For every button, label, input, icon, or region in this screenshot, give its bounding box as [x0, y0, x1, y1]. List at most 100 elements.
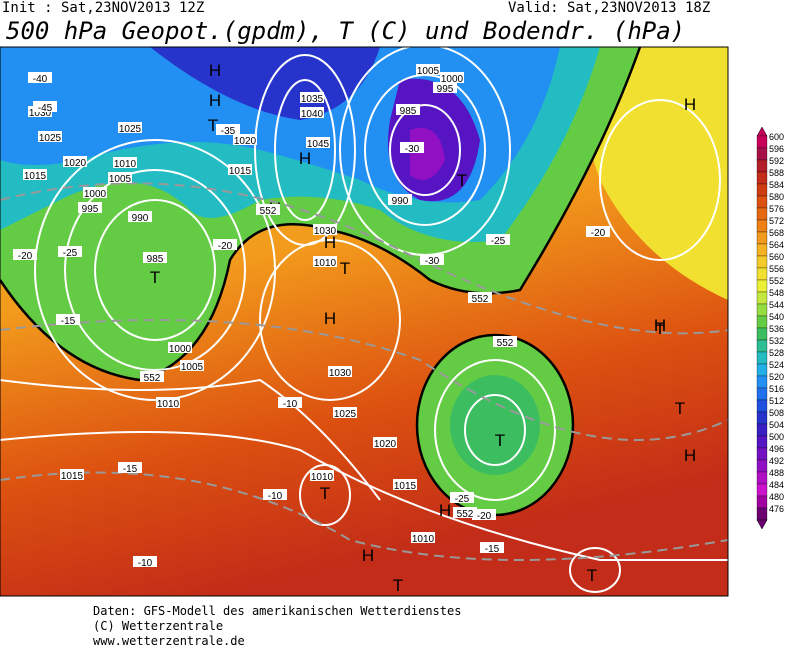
pressure-center: H	[324, 233, 336, 252]
contour-label: 1010	[412, 534, 435, 545]
contour-label: 552	[260, 206, 277, 217]
label-box	[328, 366, 352, 377]
label-box	[233, 134, 257, 145]
init-time: Init : Sat,23NOV2013 12Z	[2, 0, 205, 16]
pressure-center: T	[340, 259, 350, 278]
contour-label: -10	[268, 491, 283, 502]
label-box	[586, 226, 610, 237]
colorbar-label: 508	[769, 408, 784, 418]
contour-label: 1020	[234, 136, 257, 147]
colorbar-swatch	[756, 507, 768, 521]
contour-label: -15	[61, 316, 76, 327]
contour-label: 1010	[311, 472, 334, 483]
contour-label: 1000	[441, 74, 464, 85]
colorbar-label: 512	[769, 396, 784, 406]
colorbar-label: 584	[769, 180, 784, 190]
colorbar-label: 500	[769, 432, 784, 442]
label-box	[480, 542, 504, 553]
contour-label: 1000	[84, 189, 107, 200]
contour-label: -25	[455, 494, 470, 505]
colorbar-label: 588	[769, 168, 784, 178]
colorbar-swatch	[756, 171, 768, 185]
contour-label: 1015	[229, 166, 252, 177]
label-box	[396, 104, 420, 115]
label-box	[306, 137, 330, 148]
footer-url: www.wetterzentrale.de	[93, 634, 245, 648]
pressure-center: T	[655, 319, 665, 338]
contour-label: -20	[218, 241, 233, 252]
label-box	[453, 507, 477, 518]
label-box	[33, 101, 57, 112]
contour-label: 1025	[39, 133, 62, 144]
colorbar-label: 520	[769, 372, 784, 382]
pressure-center: T	[208, 116, 218, 135]
colorbar-swatch	[756, 483, 768, 497]
contour-label: 1015	[61, 471, 84, 482]
map-title: 500 hPa Geopot.(gpdm), T (C) und Bodendr…	[6, 17, 686, 45]
label-box	[156, 397, 180, 408]
contour-label: 1010	[157, 399, 180, 410]
colorbar-label: 564	[769, 240, 784, 250]
colorbar-swatch	[756, 315, 768, 329]
colorbar-label: 596	[769, 144, 784, 154]
contour-label: 990	[132, 213, 149, 224]
colorbar-label: 576	[769, 204, 784, 214]
colorbar-swatch	[756, 375, 768, 389]
label-box	[56, 314, 80, 325]
colorbar-swatch	[756, 435, 768, 449]
label-box	[13, 249, 37, 260]
colorbar-swatch	[756, 363, 768, 377]
contour-label: -30	[405, 144, 420, 155]
colorbar-swatch	[756, 351, 768, 365]
contour-label: -20	[18, 251, 33, 262]
contour-label: 1045	[307, 139, 330, 150]
contour-label: 552	[144, 373, 161, 384]
label-box	[433, 82, 457, 93]
colorbar-label: 540	[769, 312, 784, 322]
label-box	[313, 256, 337, 267]
contour-label: 1010	[314, 258, 337, 269]
colorbar-label: 600	[769, 132, 784, 142]
contour-label: 1005	[181, 362, 204, 373]
colorbar-label: 496	[769, 444, 784, 454]
contour-label: 1000	[169, 344, 192, 355]
contour-label: 1005	[109, 174, 132, 185]
contour-label: 1030	[314, 226, 337, 237]
contour-label: 1020	[374, 439, 397, 450]
label-box	[373, 437, 397, 448]
colorbar-swatch	[756, 207, 768, 221]
label-box	[333, 407, 357, 418]
map: HHTHHTHTTHHHTTHTHTTHT1030102510201015101…	[0, 46, 784, 597]
colorbar-label: 484	[769, 480, 784, 490]
contour-label: -10	[138, 558, 153, 569]
colorbar-label: 580	[769, 192, 784, 202]
colorbar-swatch	[756, 159, 768, 173]
colorbar-label: 572	[769, 216, 784, 226]
colorbar-swatch	[756, 183, 768, 197]
colorbar-swatch	[756, 399, 768, 413]
label-box	[38, 131, 62, 142]
contour-label: 1010	[114, 159, 137, 170]
contour-label: 1040	[301, 109, 324, 120]
colorbar-swatch	[756, 303, 768, 317]
contour-label: -35	[221, 126, 236, 137]
label-box	[28, 72, 52, 83]
colorbar-label: 476	[769, 504, 784, 514]
contour-label: -15	[485, 544, 500, 555]
label-box	[468, 292, 492, 303]
colorbar-swatch	[756, 267, 768, 281]
colorbar-bottom-arrow	[756, 519, 768, 530]
label-box	[58, 246, 82, 257]
pressure-center: T	[587, 566, 597, 585]
contour-label: 985	[147, 254, 164, 265]
pressure-center: T	[495, 431, 505, 450]
colorbar-swatch	[756, 243, 768, 257]
colorbar-label: 592	[769, 156, 784, 166]
contour-label: -30	[425, 256, 440, 267]
label-box	[278, 397, 302, 408]
pressure-center: T	[393, 576, 403, 595]
colorbar-swatch	[756, 471, 768, 485]
contour-label: 552	[497, 338, 514, 349]
label-box	[216, 124, 240, 135]
colorbar-label: 552	[769, 276, 784, 286]
